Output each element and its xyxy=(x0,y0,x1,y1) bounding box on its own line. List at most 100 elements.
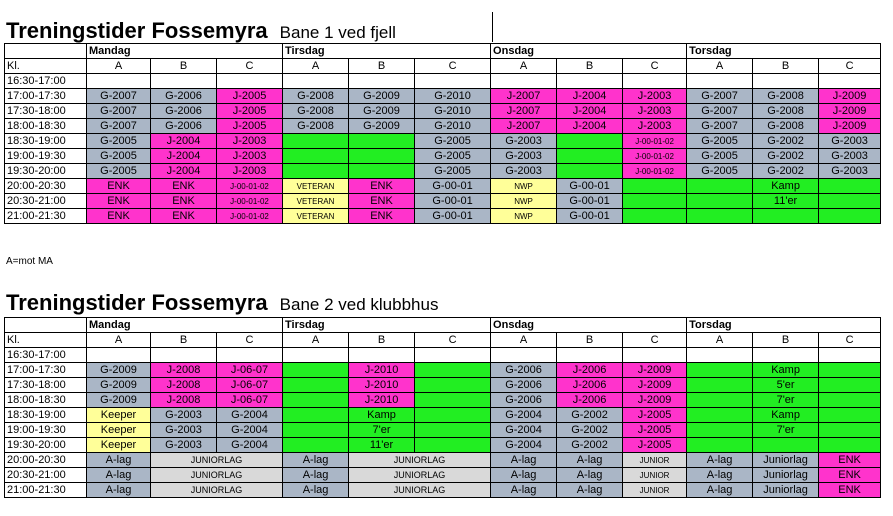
field-header: A xyxy=(282,332,350,348)
section1-title-block: Treningstider Fossemyra Bane 1 ved fjell xyxy=(6,18,396,44)
schedule-cell xyxy=(282,377,350,393)
schedule-cell xyxy=(348,347,416,363)
time-row: 17:00-17:30 G-2009 J-2008 J-06-07 J-2010 G-20… xyxy=(4,362,882,378)
schedule-cell xyxy=(282,163,350,179)
schedule-cell xyxy=(686,193,754,209)
schedule-cell: JUNIORLAG xyxy=(149,452,284,468)
schedule-cell xyxy=(150,347,217,363)
schedule-cell: A-lag xyxy=(556,452,624,468)
schedule-cell: J-2003 xyxy=(215,133,284,149)
schedule-cell: G-2010 xyxy=(414,88,492,104)
schedule-cell xyxy=(282,407,350,423)
section1-schedule-table: Mandag Tirsdag Onsdag Torsdag Kl. A B C A B C A B C A B… xyxy=(4,43,882,224)
schedule-cell: G-2004 xyxy=(490,422,558,438)
schedule-cell xyxy=(556,133,624,149)
schedule-cell xyxy=(215,347,284,363)
time-slot: 17:30-18:00 xyxy=(4,377,87,393)
schedule-cell: J-2009 xyxy=(622,392,688,408)
schedule-cell: 11'er xyxy=(348,437,416,453)
field-header: B xyxy=(752,58,820,74)
time-row: 18:00-18:30 G-2009 J-2008 J-06-07 J-2010 G-20… xyxy=(4,392,882,408)
schedule-cell: G-2006 xyxy=(490,362,558,378)
schedule-cell: JUNIOR xyxy=(622,467,688,483)
schedule-cell: G-2003 xyxy=(818,148,882,164)
schedule-cell: Juniorlag xyxy=(752,467,820,483)
schedule-cell: J-2005 xyxy=(622,437,688,453)
schedule-cell: Kamp xyxy=(348,407,416,423)
schedule-cell: G-2002 xyxy=(752,133,820,149)
time-row: 21:00-21:30 ENK ENK J-00-01-02 VETERAN ENK G-0… xyxy=(4,208,882,224)
schedule-cell: G-2007 xyxy=(86,103,151,119)
schedule-cell: 11'er xyxy=(752,193,820,209)
time-row: 17:30-18:00 G-2007 G-2006 J-2005 G-2008 G-200… xyxy=(4,103,882,119)
schedule-cell: J-2003 xyxy=(622,118,688,134)
schedule-cell: ENK xyxy=(150,178,217,194)
schedule-cell: G-2008 xyxy=(752,88,820,104)
schedule-cell xyxy=(686,407,754,423)
field-header-row: Kl. A B C A B C A B C A B C xyxy=(4,332,882,348)
day-header: Torsdag xyxy=(686,317,882,333)
schedule-cell: G-2008 xyxy=(282,118,350,134)
time-row: 18:30-19:00 G-2005 J-2004 J-2003 G-2005 G-200… xyxy=(4,133,882,149)
field-header: A xyxy=(490,58,558,74)
field-header: C xyxy=(414,332,492,348)
field-header-row: Kl. A B C A B C A B C A B C xyxy=(4,58,882,74)
schedule-cell xyxy=(622,208,688,224)
time-row: 21:00-21:30 A-lag JUNIORLAG A-lag JUNIORLAG A… xyxy=(4,482,882,498)
schedule-cell: G-2003 xyxy=(150,407,217,423)
schedule-cell: NWP xyxy=(490,208,558,224)
schedule-cell: G-2004 xyxy=(490,437,558,453)
field-header: B xyxy=(556,332,624,348)
schedule-cell: G-2003 xyxy=(490,163,558,179)
schedule-cell: J-2003 xyxy=(215,163,284,179)
section1-divider xyxy=(492,12,493,42)
time-row: 20:30-21:00 A-lag JUNIORLAG A-lag JUNIORLAG A… xyxy=(4,467,882,483)
schedule-cell: Keeper xyxy=(86,422,151,438)
schedule-cell: VETERAN xyxy=(282,208,350,224)
day-header: Mandag xyxy=(85,317,284,333)
schedule-cell: A-lag xyxy=(282,467,350,483)
schedule-cell: A-lag xyxy=(686,467,754,483)
section1-note: A=mot MA xyxy=(6,256,53,267)
schedule-cell: J-2006 xyxy=(556,392,624,408)
schedule-cell: G-2008 xyxy=(282,88,350,104)
schedule-cell: J-2009 xyxy=(818,88,882,104)
time-column-header: Kl. xyxy=(4,332,87,348)
schedule-cell xyxy=(556,148,624,164)
schedule-cell: G-2010 xyxy=(414,103,492,119)
schedule-cell: J-2003 xyxy=(215,148,284,164)
schedule-cell: G-2004 xyxy=(215,407,284,423)
schedule-cell: J-2009 xyxy=(622,362,688,378)
schedule-cell: G-2002 xyxy=(752,148,820,164)
schedule-cell: G-2002 xyxy=(752,163,820,179)
schedule-cell: G-00-01 xyxy=(414,178,492,194)
schedule-cell xyxy=(556,347,624,363)
day-header: Torsdag xyxy=(686,43,882,59)
section1-title: Treningstider Fossemyra xyxy=(6,18,268,43)
day-header: Tirsdag xyxy=(282,317,492,333)
schedule-cell: G-2005 xyxy=(686,133,754,149)
schedule-cell xyxy=(752,73,820,89)
schedule-cell: J-00-01-02 xyxy=(622,133,688,149)
schedule-cell xyxy=(282,133,350,149)
time-row: 16:30-17:00 xyxy=(4,73,882,89)
schedule-cell xyxy=(348,163,416,179)
schedule-cell: A-lag xyxy=(686,452,754,468)
schedule-cell xyxy=(686,347,754,363)
schedule-cell: ENK xyxy=(818,467,882,483)
schedule-cell: JUNIORLAG xyxy=(149,467,284,483)
schedule-cell xyxy=(752,347,820,363)
schedule-cell: J-2005 xyxy=(622,422,688,438)
schedule-cell xyxy=(414,422,492,438)
schedule-cell xyxy=(818,407,882,423)
schedule-cell: J-06-07 xyxy=(215,377,284,393)
schedule-cell: 7'er xyxy=(348,422,416,438)
field-header: B xyxy=(348,332,416,348)
schedule-cell: J-2010 xyxy=(348,392,416,408)
schedule-cell: G-2006 xyxy=(490,392,558,408)
schedule-cell: G-2009 xyxy=(86,392,151,408)
schedule-cell: J-06-07 xyxy=(215,362,284,378)
schedule-cell: J-2004 xyxy=(150,163,217,179)
schedule-cell: G-2003 xyxy=(818,133,882,149)
schedule-cell xyxy=(282,148,350,164)
